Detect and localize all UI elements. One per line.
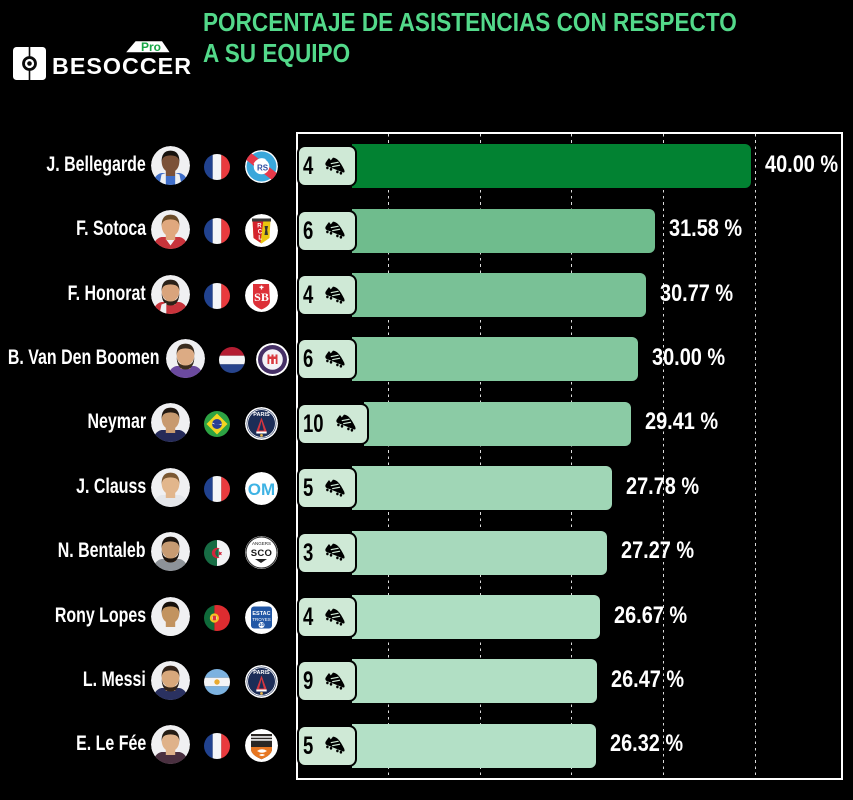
svg-text:C: C [257,230,262,236]
svg-text:SB: SB [254,290,269,304]
svg-text:10: 10 [258,622,264,627]
svg-text:R: R [257,224,262,230]
svg-text:L: L [258,236,262,242]
svg-text:SCO: SCO [250,548,272,559]
svg-text:PARIS: PARIS [253,412,270,418]
svg-text:ESTAC: ESTAC [252,611,270,617]
svg-text:RS: RS [256,163,268,172]
svg-text:TROYES: TROYES [252,617,271,622]
svg-text:PARIS: PARIS [253,670,270,676]
svg-text:Pro: Pro [141,41,161,53]
svg-text:OM: OM [247,480,274,499]
svg-text:ANGERS: ANGERS [251,541,270,546]
